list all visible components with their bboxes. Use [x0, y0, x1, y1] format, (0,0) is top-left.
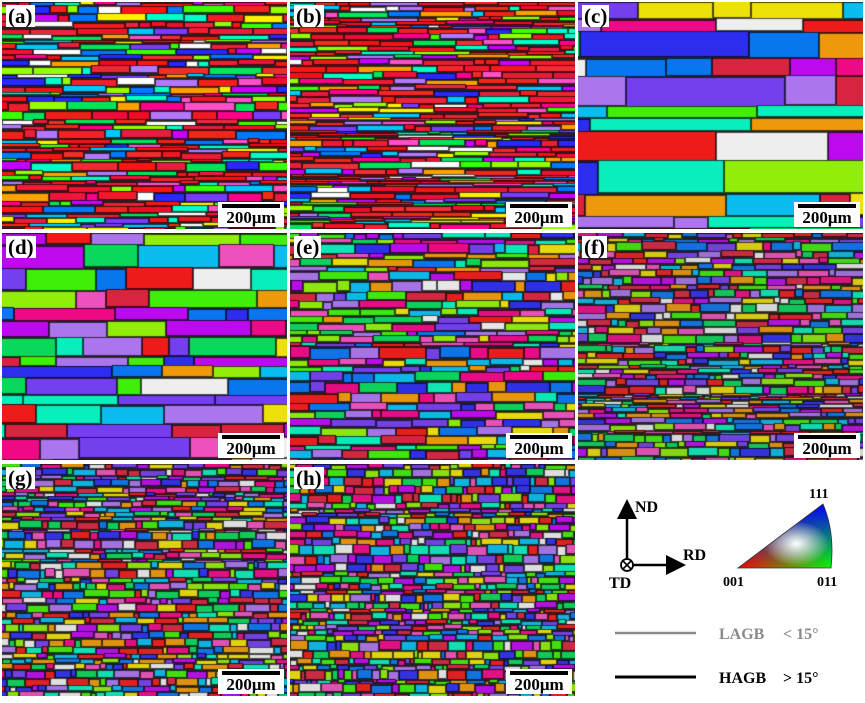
legend-graphic: ND RD TD 111 001 011 LAGB < 15° HAGB > 1…: [609, 487, 837, 687]
scale-bar-label: 200μm: [514, 439, 564, 458]
scale-bar-label: 200μm: [226, 675, 276, 694]
rd-label: RD: [683, 547, 706, 564]
lagb-condition: < 15°: [783, 626, 819, 643]
sample-axes: ND RD TD: [609, 499, 706, 592]
ipf-color-key: 111 001 011: [723, 487, 837, 590]
panel-label: (d): [6, 235, 36, 259]
panel-label: (h): [294, 466, 324, 490]
scale-bar-label: 200μm: [514, 208, 564, 227]
ipf-label-001: 001: [723, 575, 744, 590]
ebsd-map-f: (f) 200μm: [578, 233, 863, 460]
panel-label: (b): [294, 4, 324, 28]
scale-bar-label: 200μm: [514, 675, 564, 694]
panel-label: (e): [294, 235, 322, 259]
ebsd-map-a: (a) 200μm: [2, 2, 287, 229]
scale-bar: 200μm: [506, 202, 572, 227]
ebsd-map-h: (h) 200μm: [290, 464, 575, 696]
ebsd-map-d: (d) 200μm: [2, 233, 287, 460]
grain-map: [2, 233, 287, 460]
ebsd-map-c: (c) 200μm: [578, 2, 863, 229]
scale-bar: 200μm: [794, 433, 860, 458]
grain-map: [290, 464, 575, 696]
ebsd-map-g: (g) 200μm: [2, 464, 287, 696]
ipf-label-111: 111: [809, 487, 828, 502]
scale-bar: 200μm: [218, 669, 284, 694]
panel-label: (g): [6, 466, 35, 490]
ipf-label-011: 011: [817, 575, 837, 590]
scale-bar: 200μm: [218, 433, 284, 458]
scale-bar-label: 200μm: [802, 439, 852, 458]
td-label: TD: [609, 575, 631, 592]
grain-map: [578, 233, 863, 460]
scale-bar-label: 200μm: [226, 439, 276, 458]
scale-bar: 200μm: [218, 202, 284, 227]
nd-label: ND: [635, 499, 658, 516]
ebsd-map-e: (e) 200μm: [290, 233, 575, 460]
grain-map: [290, 233, 575, 460]
ebsd-map-b: (b) 200μm: [290, 2, 575, 229]
scale-bar: 200μm: [506, 433, 572, 458]
hagb-condition: > 15°: [783, 670, 819, 687]
grain-map: [2, 464, 287, 696]
lagb-label: LAGB: [719, 626, 765, 643]
scale-bar-label: 200μm: [802, 208, 852, 227]
scale-bar: 200μm: [794, 202, 860, 227]
panel-label: (c): [582, 4, 610, 28]
grain-map: [578, 2, 863, 229]
legend: ND RD TD 111 001 011 LAGB < 15° HAGB > 1…: [583, 462, 863, 698]
grain-map: [290, 2, 575, 229]
panel-label: (a): [6, 4, 35, 28]
panel-label: (f): [582, 235, 607, 259]
grain-map: [2, 2, 287, 229]
scale-bar-label: 200μm: [226, 208, 276, 227]
hagb-label: HAGB: [719, 670, 766, 687]
boundary-legend: LAGB < 15° HAGB > 15°: [615, 626, 819, 687]
scale-bar: 200μm: [506, 669, 572, 694]
